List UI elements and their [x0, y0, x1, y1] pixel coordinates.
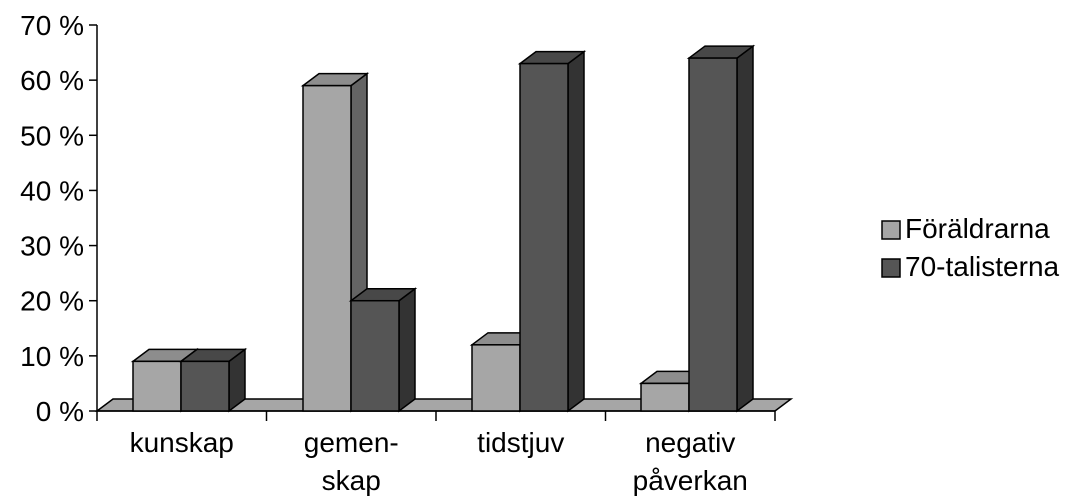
- bar-front-face: [472, 345, 520, 411]
- category-label: gemen-: [304, 427, 399, 458]
- legend-swatch: [882, 221, 900, 239]
- bar-side-face: [399, 289, 415, 411]
- y-tick-label: 20 %: [20, 286, 84, 317]
- bar: [689, 46, 753, 411]
- legend-swatch: [882, 259, 900, 277]
- category-label: skap: [322, 465, 381, 496]
- bar-side-face: [737, 46, 753, 411]
- y-tick-label: 60 %: [20, 65, 84, 96]
- y-tick-label: 10 %: [20, 341, 84, 372]
- labels: 0 % 10 % 20 % 30 % 40 % 50 % 60 % 70 % kunskap ge…: [20, 10, 748, 496]
- bar-front-face: [641, 383, 689, 411]
- bar: [351, 289, 415, 411]
- category-label: tidstjuv: [477, 427, 564, 458]
- legend: Föräldrarna 70-talisterna: [882, 213, 1060, 282]
- y-tick-label: 70 %: [20, 10, 84, 41]
- y-tick-label: 0 %: [36, 396, 84, 427]
- bar-front-face: [181, 361, 229, 411]
- bar-side-face: [568, 52, 584, 411]
- category-label: kunskap: [130, 427, 234, 458]
- category-label: negativ: [645, 427, 735, 458]
- category-label: påverkan: [633, 465, 748, 496]
- bar-front-face: [520, 64, 568, 411]
- legend-label: 70-talisterna: [905, 251, 1060, 282]
- y-tick-label: 30 %: [20, 231, 84, 262]
- legend-label: Föräldrarna: [905, 213, 1050, 244]
- y-tick-label: 50 %: [20, 120, 84, 151]
- bar-front-face: [133, 361, 181, 411]
- bar-front-face: [351, 301, 399, 411]
- bar: [520, 52, 584, 411]
- y-tick-label: 40 %: [20, 175, 84, 206]
- bars: [133, 46, 753, 411]
- bar-front-face: [689, 58, 737, 411]
- bar-front-face: [303, 86, 351, 411]
- bar: [181, 349, 245, 411]
